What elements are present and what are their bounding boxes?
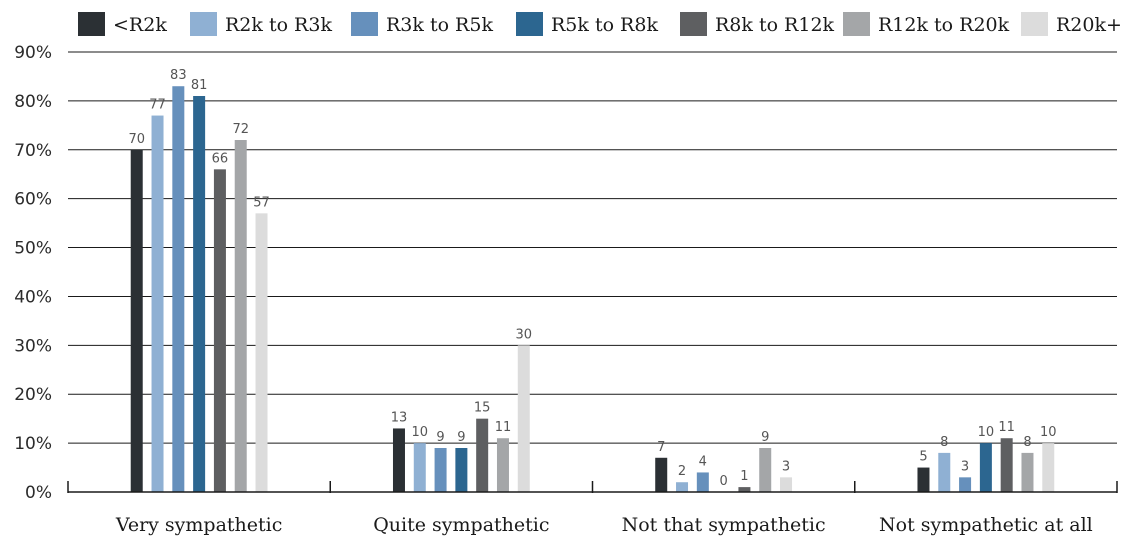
y-tick-label: 90% [14,43,52,63]
data-label: 4 [699,454,707,469]
bar-not-sympathetic-at-all-r3k-to-r5k [959,477,972,492]
data-label: 13 [391,410,408,425]
y-tick-label: 70% [14,141,52,161]
bar-quite-sympathetic-r3k-to-r5k [434,448,447,492]
data-label: 9 [761,430,769,445]
data-label: 8 [1023,435,1031,450]
data-label: 72 [232,122,249,137]
x-tick-label-not-sympathetic-at-all: Not sympathetic at all [879,514,1093,536]
data-label: 10 [1040,425,1057,440]
bar-not-sympathetic-at-all-r2k [917,467,930,492]
legend-swatch [78,12,105,36]
y-tick-label: 60% [14,190,52,210]
legend-label: R20k+ [1056,14,1122,36]
legend-item-r8k-to-r12k: R8k to R12k [680,12,835,36]
data-label: 1 [740,469,748,484]
legend-label: R12k to R20k [878,14,1010,36]
data-label: 11 [998,420,1015,435]
legend-label: <R2k [113,14,167,36]
bar-not-sympathetic-at-all-r20k [1042,443,1055,492]
y-axis-ticks: 0% 10% 20% 30% 40% 50% 60% 70% 80% 90% [14,43,52,503]
legend-item-r3k-to-r5k: R3k to R5k [351,12,493,36]
y-tick-label: 50% [14,239,52,259]
legend-swatch [1021,12,1048,36]
bar-very-sympathetic-r2k-to-r3k [151,115,164,493]
data-label: 30 [516,327,533,342]
bar-not-that-sympathetic-r2k [655,457,668,492]
x-tick-label-not-that-sympathetic: Not that sympathetic [622,514,826,536]
bars [130,86,1055,493]
x-tick-label-very-sympathetic: Very sympathetic [115,514,283,536]
x-axis: Very sympathetic Quite sympathetic Not tha… [67,481,1118,536]
y-tick-label: 40% [14,287,52,307]
data-label: 7 [657,440,665,455]
bar-very-sympathetic-r2k [130,149,143,492]
data-label: 8 [940,435,948,450]
legend-swatch [351,12,378,36]
data-label: 0 [719,474,727,489]
data-label: 10 [412,425,429,440]
bar-quite-sympathetic-r12k-to-r20k [496,438,509,492]
data-label: 3 [961,459,969,474]
legend-label: R8k to R12k [715,14,835,36]
legend-label: R5k to R8k [551,14,658,36]
legend-item-r2k-to-r3k: R2k to R3k [190,12,332,36]
legend-swatch [680,12,707,36]
bar-very-sympathetic-r5k-to-r8k [193,96,206,492]
bar-quite-sympathetic-r8k-to-r12k [476,418,489,492]
legend-item-r20k: R20k+ [1021,12,1122,36]
data-label: 10 [978,425,995,440]
bar-quite-sympathetic-r2k-to-r3k [413,443,426,492]
legend-label: R3k to R5k [386,14,493,36]
legend-label: R2k to R3k [225,14,332,36]
data-label: 5 [919,450,927,465]
bar-not-that-sympathetic-r20k [780,477,793,492]
bar-quite-sympathetic-r5k-to-r8k [455,448,468,492]
data-label: 66 [212,151,229,166]
data-label: 57 [253,195,270,210]
legend: <R2k R2k to R3k R3k to R5k R5k to R8k R8k to… [78,12,1122,36]
bar-very-sympathetic-r8k-to-r12k [213,169,226,493]
data-label: 3 [782,459,790,474]
y-tick-label: 80% [14,92,52,112]
bar-not-sympathetic-at-all-r2k-to-r3k [938,452,951,492]
y-tick-label: 0% [25,483,52,503]
legend-item-r12k-to-r20k: R12k to R20k [843,12,1010,36]
bar-not-sympathetic-at-all-r8k-to-r12k [1000,438,1013,492]
bar-not-that-sympathetic-r12k-to-r20k [759,448,772,492]
bar-not-that-sympathetic-r3k-to-r5k [696,472,709,492]
legend-item-r5k-to-r8k: R5k to R8k [516,12,658,36]
bar-not-sympathetic-at-all-r12k-to-r20k [1021,452,1034,492]
bar-very-sympathetic-r3k-to-r5k [172,86,185,492]
y-tick-label: 10% [14,434,52,454]
y-tick-label: 20% [14,385,52,405]
data-label: 11 [495,420,512,435]
data-label: 9 [436,430,444,445]
data-label: 2 [678,464,686,479]
data-label: 15 [474,401,491,416]
bar-very-sympathetic-r12k-to-r20k [234,140,247,492]
bar-quite-sympathetic-r20k [517,345,530,492]
data-label: 77 [149,98,166,113]
data-label: 70 [128,132,145,147]
data-label: 81 [191,78,208,93]
legend-swatch [516,12,543,36]
bar-not-that-sympathetic-r8k-to-r12k [738,487,751,492]
x-tick-label-quite-sympathetic: Quite sympathetic [373,514,549,536]
data-label: 9 [457,430,465,445]
legend-swatch [843,12,870,36]
data-label: 83 [170,68,187,83]
y-tick-label: 30% [14,336,52,356]
bar-not-sympathetic-at-all-r5k-to-r8k [979,443,992,492]
bar-quite-sympathetic-r2k [392,428,405,492]
legend-item-r2k: <R2k [78,12,167,36]
bar-very-sympathetic-r20k [255,213,268,493]
bar-not-that-sympathetic-r2k-to-r3k [676,482,689,492]
legend-swatch [190,12,217,36]
